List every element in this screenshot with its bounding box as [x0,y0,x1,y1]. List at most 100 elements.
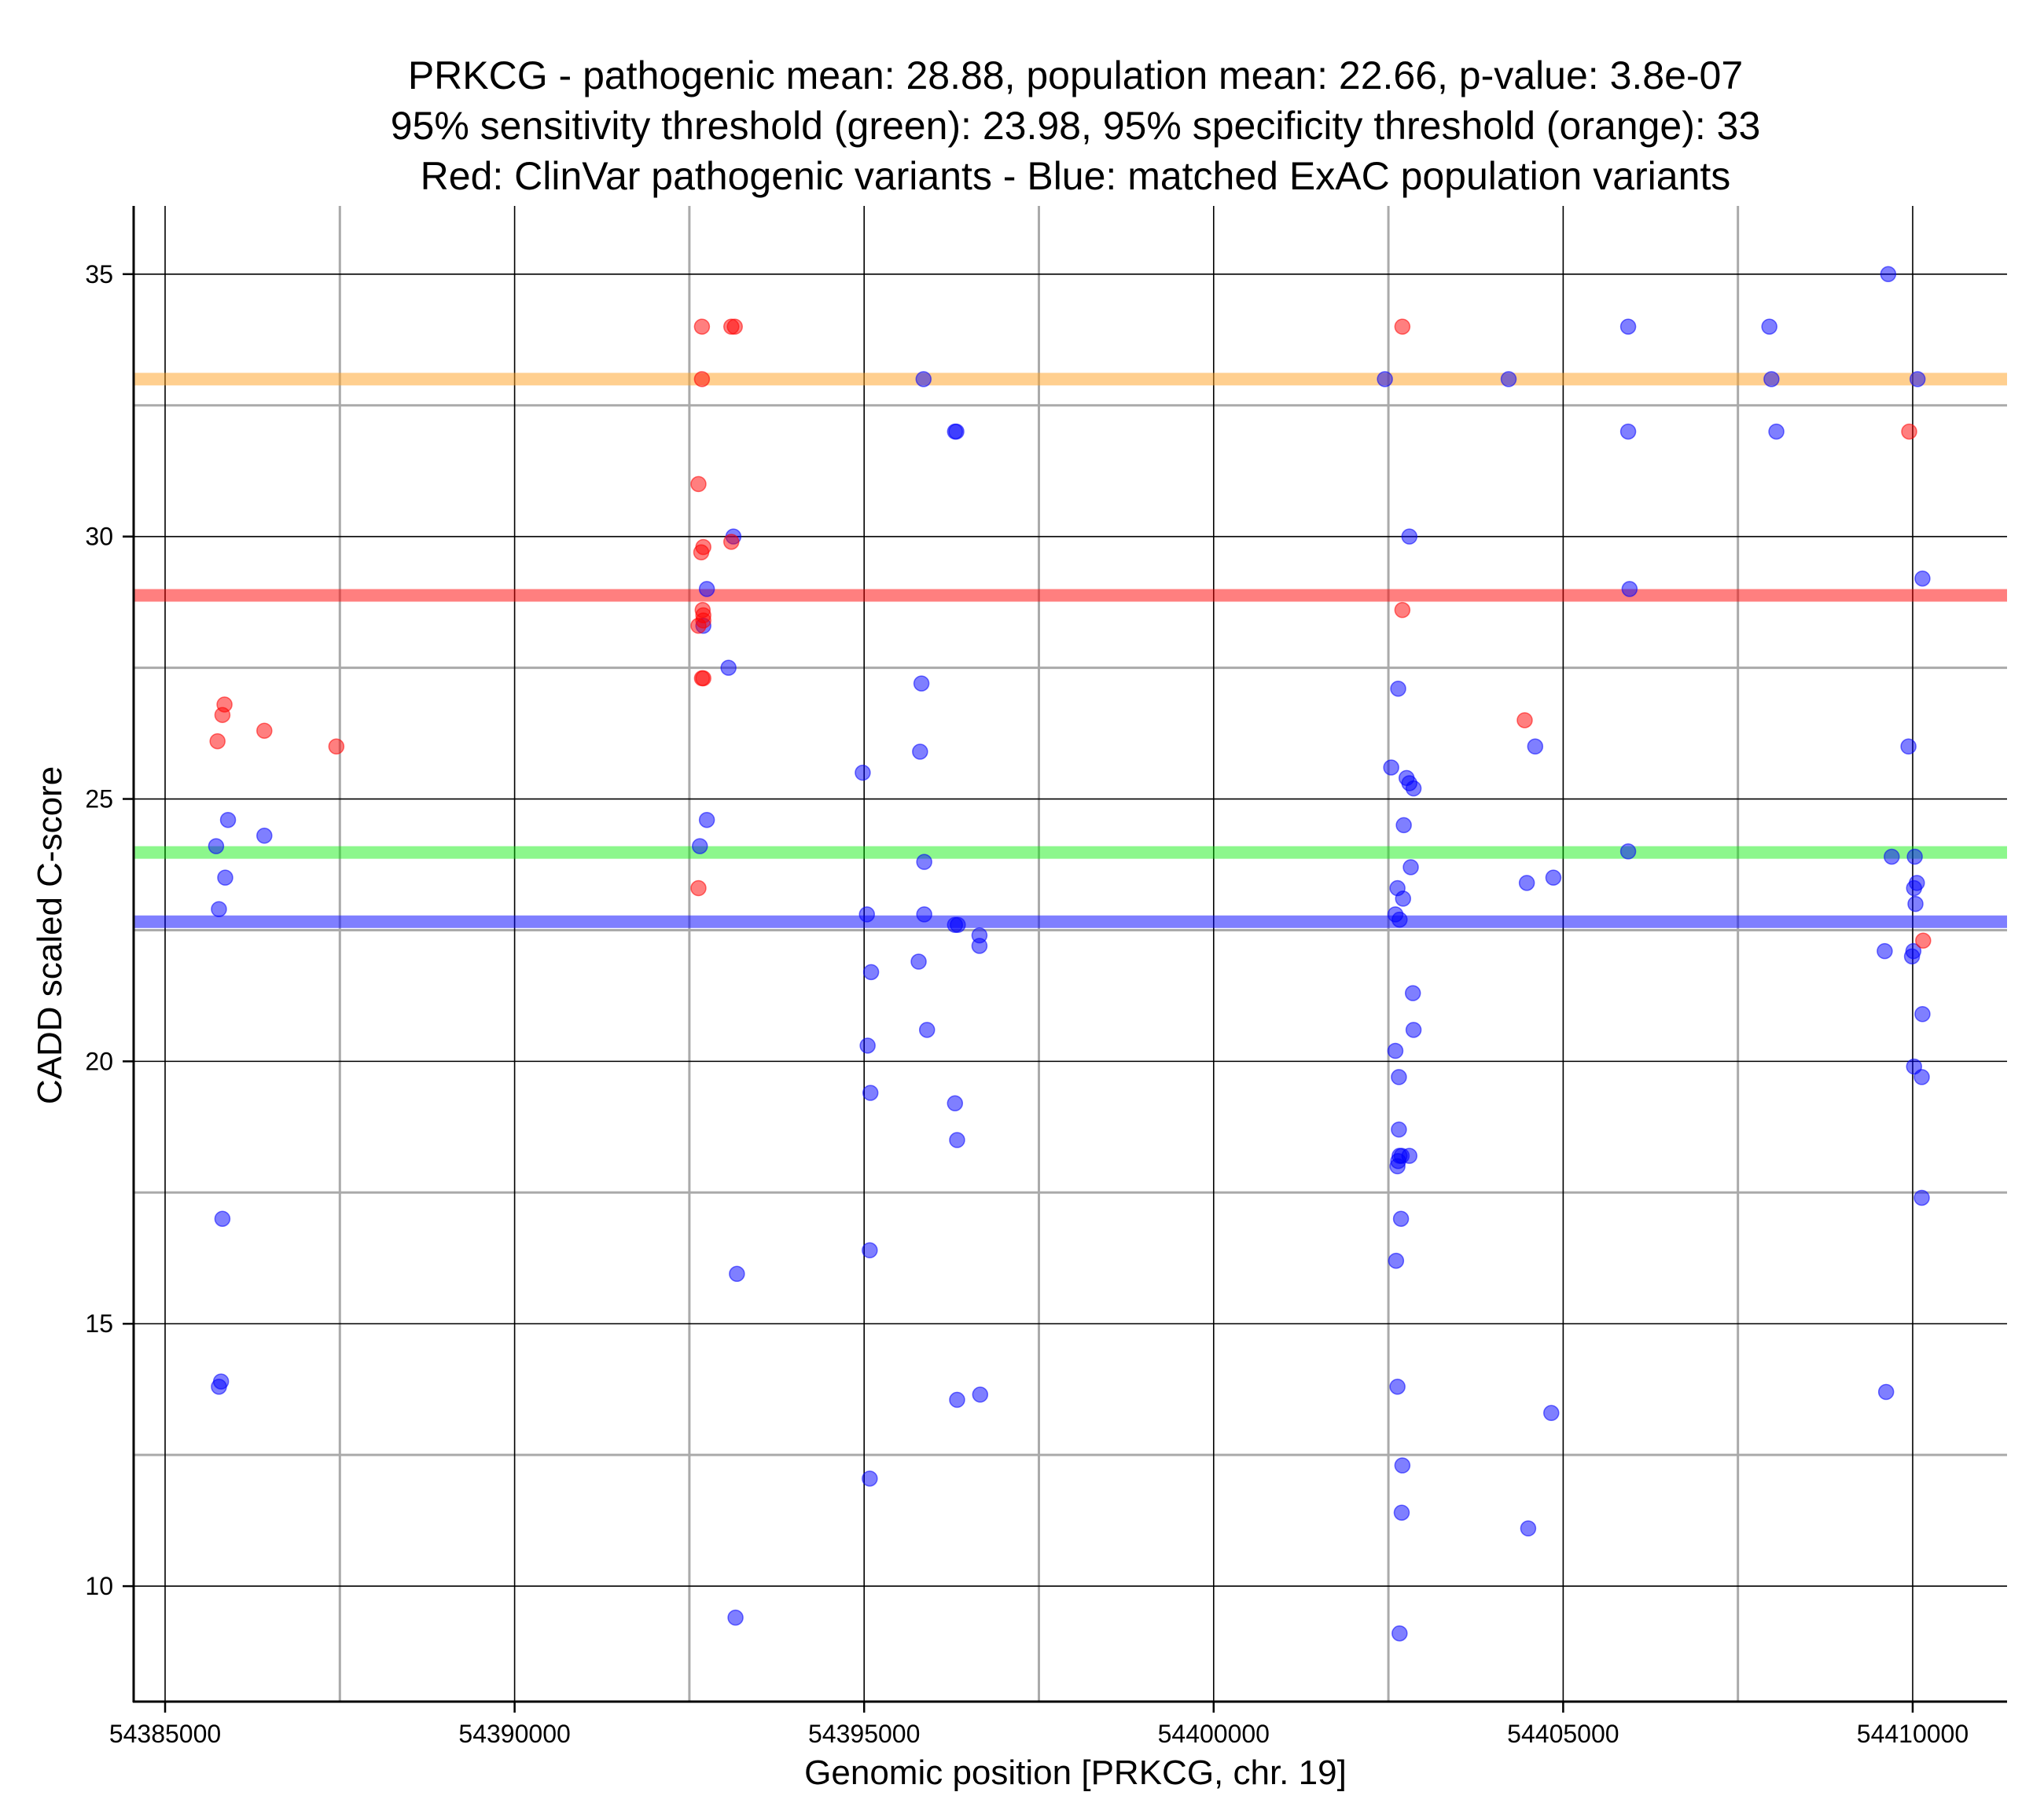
data-point [910,953,927,970]
data-point [1401,528,1418,545]
data-point [1619,843,1637,860]
data-point [916,906,932,923]
data-point [947,1095,964,1112]
data-point [1913,1069,1930,1085]
data-points [208,266,1932,1642]
data-point [1914,1006,1931,1023]
title-line-1: PRKCG - pathogenic mean: 28.88, populati… [408,53,1743,97]
data-point [855,764,871,781]
major-grid [134,206,2007,1702]
data-point [256,828,273,844]
y-tick-label: 15 [85,1309,113,1338]
data-point [1395,817,1412,834]
data-point [1619,318,1637,335]
data-point [729,1265,745,1283]
data-point [690,879,707,897]
data-point [1394,1457,1411,1474]
x-tick-label: 54395000 [808,1720,920,1748]
y-tick-label: 35 [85,260,113,288]
x-tick-label: 54405000 [1507,1720,1619,1748]
data-point [328,738,345,755]
data-point [1394,601,1411,619]
data-point [1913,1189,1930,1206]
data-point [972,1386,989,1403]
data-point [691,838,708,854]
data-point [1395,890,1411,907]
data-point [1391,1121,1407,1138]
title-line-2: 95% sensitivity threshold (green): 23.98… [391,104,1761,148]
data-point [1393,1504,1410,1521]
data-point [971,938,988,954]
y-tick-label: 10 [85,1572,113,1600]
data-point [948,423,965,440]
data-point [219,811,237,828]
data-point [913,675,930,692]
data-point [1761,318,1777,335]
data-point [1909,875,1925,891]
data-point [862,1470,878,1487]
data-point [1877,1383,1895,1401]
data-point [1404,985,1421,1001]
data-point [693,318,711,335]
data-point [211,1379,227,1395]
data-point [1389,1158,1406,1175]
data-point [1768,423,1785,440]
y-axis-ticks: 10 15 20 25 30 35 [85,260,134,1600]
data-point [1500,371,1517,387]
data-point [1915,932,1932,949]
data-point [726,318,743,335]
data-point [208,838,225,854]
data-point [862,1085,879,1101]
y-tick-label: 30 [85,523,113,551]
chart-title: PRKCG - pathogenic mean: 28.88, populati… [391,53,1761,198]
x-tick-label: 54385000 [109,1720,221,1748]
data-point [918,1022,936,1038]
data-point [1405,780,1422,797]
data-point [693,544,710,560]
data-point [1388,1252,1405,1269]
data-point [1527,738,1544,755]
data-point [1900,738,1917,755]
data-point [1545,869,1562,886]
y-axis-title: CADD scaled C-score [31,766,69,1104]
data-point [1402,859,1419,876]
data-point [1391,1069,1407,1085]
data-point [1543,1405,1560,1422]
data-point [693,670,711,687]
data-point [1518,875,1535,891]
data-point [1906,848,1923,865]
axes [132,206,2007,1703]
y-tick-label: 25 [85,785,113,813]
data-point [1387,1042,1404,1059]
data-point [690,617,707,634]
data-point [1401,1148,1418,1164]
data-point [211,901,227,917]
data-point [1877,942,1893,960]
data-point [858,906,875,923]
data-point [949,1391,965,1408]
data-point [916,854,932,870]
data-point [698,811,715,828]
data-point [912,744,928,760]
data-point [1389,1379,1406,1395]
data-point [1905,942,1922,960]
data-point [1383,759,1399,776]
data-point [1880,266,1897,283]
x-tick-label: 54390000 [458,1720,570,1748]
y-tick-label: 20 [85,1047,113,1075]
data-point [1391,911,1408,928]
data-point [1394,318,1411,335]
data-point [950,916,966,934]
x-tick-label: 54410000 [1857,1720,1969,1748]
x-axis-title: Genomic position [PRKCG, chr. 19] [804,1753,1347,1792]
data-point [256,722,273,739]
data-point [859,1037,876,1054]
data-point [1392,1210,1410,1227]
data-point [1405,1022,1422,1038]
data-point [1907,895,1924,913]
data-point [915,371,932,387]
data-point [1621,581,1638,597]
data-point [214,707,231,723]
data-point [1901,423,1917,440]
data-point [690,476,707,493]
